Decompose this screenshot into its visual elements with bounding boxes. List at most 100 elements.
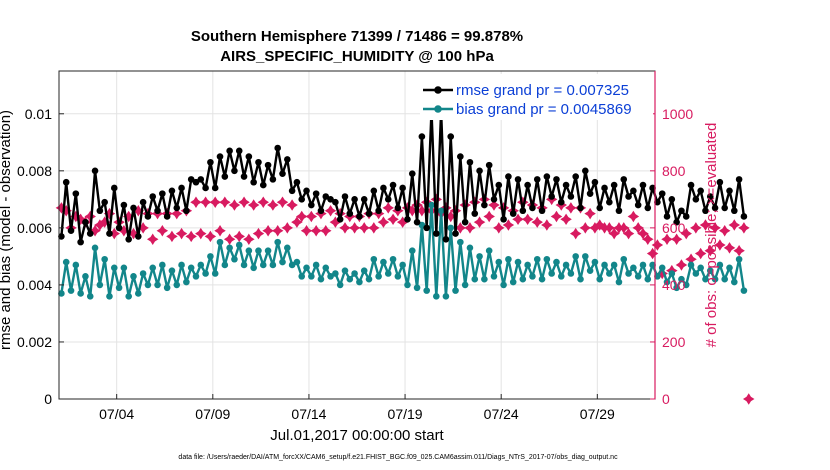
y-tick-label: 0.008 (17, 163, 52, 179)
y-tick-label: 0.006 (17, 220, 52, 236)
bias-data-point (255, 247, 262, 254)
bias-data-point (72, 261, 80, 269)
bias-data-point (62, 258, 70, 266)
bias-data-point (154, 281, 161, 289)
rmse-data-point (250, 178, 257, 186)
bias-data-point (394, 273, 402, 280)
y2-tick-label: 600 (662, 220, 686, 236)
rmse-data-point (197, 176, 205, 183)
bias-data-point (231, 255, 238, 263)
rmse-data-point (173, 204, 181, 212)
bias-data-point (509, 278, 517, 286)
rmse-data-point (332, 198, 339, 206)
y2-tick-label: 800 (662, 163, 686, 179)
x-tick-label: 07/24 (484, 406, 519, 422)
bias-data-point (130, 273, 137, 280)
bias-data-point (591, 258, 599, 266)
bias-data-point (625, 270, 632, 277)
rmse-data-point (630, 187, 637, 195)
bias-data-point (466, 244, 474, 252)
y2-tick-label: 0 (662, 391, 670, 407)
bias-data-point (264, 247, 272, 254)
bias-data-point (168, 267, 176, 274)
rmse-data-point (634, 201, 642, 209)
rmse-data-point (668, 196, 676, 203)
obs-count-marker (209, 196, 221, 208)
rmse-data-point (481, 201, 488, 209)
bias-data-point (82, 273, 89, 280)
rmse-data-point (322, 193, 330, 200)
bias-data-point (721, 275, 728, 283)
bias-data-point (490, 273, 498, 280)
obs-count-marker (310, 224, 322, 237)
legend-rmse-marker (434, 86, 442, 94)
bias-data-point (284, 244, 291, 252)
bias-data-point (77, 290, 84, 297)
obs-count-marker (387, 213, 399, 226)
obs-count-marker (642, 233, 654, 246)
bias-data-point (159, 261, 166, 269)
bias-data-point (317, 275, 325, 283)
rmse-data-point (519, 207, 527, 215)
rmse-data-point (702, 207, 709, 215)
rmse-data-point (620, 176, 628, 183)
obs-count-marker (579, 222, 592, 234)
bias-data-point (557, 273, 565, 280)
rmse-data-point (235, 147, 243, 155)
rmse-data-point (284, 156, 291, 163)
rmse-data-point (86, 230, 94, 237)
rmse-data-point (442, 235, 450, 243)
obs-count-marker (156, 224, 169, 237)
rmse-data-point (317, 207, 325, 215)
obs-count-marker (271, 224, 284, 237)
y-tick-label: 0 (44, 391, 52, 407)
rmse-data-point (135, 233, 142, 240)
legend-bias-label: bias grand pr = 0.0045869 (456, 101, 632, 118)
obs-count-marker (171, 207, 183, 220)
bias-data-point (341, 267, 349, 274)
bias-data-point (187, 264, 195, 272)
rmse-data-point (110, 184, 118, 192)
bias-data-point (120, 264, 128, 272)
rmse-data-point (154, 207, 161, 215)
x-tick-label: 07/29 (580, 406, 615, 422)
rmse-data-point (72, 190, 80, 197)
bias-data-point (663, 278, 671, 286)
rmse-data-point (375, 207, 382, 215)
y2-tick-label: 200 (662, 334, 686, 350)
bias-data-point (740, 287, 748, 294)
rmse-data-point (601, 184, 608, 192)
rmse-data-point (582, 167, 589, 175)
obs-count-marker (670, 233, 683, 246)
obs-count-marker (464, 222, 476, 234)
bias-data-point (524, 261, 531, 269)
rmse-data-point (591, 178, 599, 186)
obs-count-marker (569, 227, 582, 240)
rmse-data-point (130, 204, 137, 212)
rmse-data-point (211, 184, 219, 192)
bias-data-point (226, 244, 233, 252)
obs-count-marker (493, 222, 505, 234)
rmse-data-point (654, 198, 661, 206)
bias-data-point (399, 261, 406, 269)
bias-data-point (711, 275, 719, 283)
rmse-data-point (346, 210, 354, 217)
rmse-data-point (115, 224, 123, 232)
rmse-data-point (490, 196, 498, 203)
rmse-data-point (187, 176, 195, 183)
x-tick-label: 07/09 (195, 406, 230, 422)
obs-count-marker (714, 239, 726, 251)
obs-count-marker (295, 210, 308, 223)
obs-count-marker (382, 202, 394, 214)
bias-data-point (601, 261, 608, 269)
obs-count-marker (305, 210, 318, 223)
rmse-data-point (365, 210, 373, 217)
bias-data-point (360, 267, 368, 274)
obs-count-marker (699, 219, 712, 231)
bias-data-point (423, 287, 430, 294)
bias-data-point (380, 258, 387, 266)
obs-count-marker (531, 216, 543, 228)
rmse-data-point (389, 181, 397, 189)
bias-data-point (303, 264, 310, 272)
